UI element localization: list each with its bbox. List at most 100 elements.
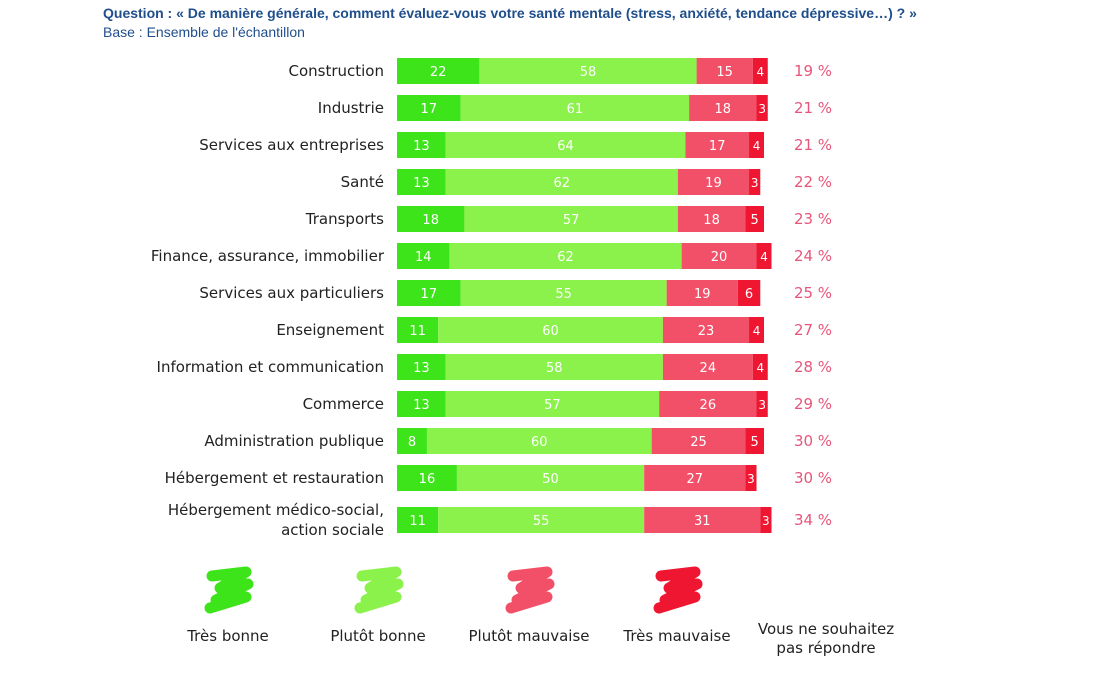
bar-value-label: 31 — [694, 514, 711, 529]
bar-segment — [756, 391, 768, 417]
legend-swatch — [204, 566, 254, 614]
bar-value-label: 15 — [716, 65, 733, 80]
bar-value-label: 4 — [756, 361, 764, 375]
bar-value-label: 17 — [421, 287, 438, 302]
bar-value-label: 16 — [419, 472, 436, 487]
bar-value-label: 3 — [758, 398, 766, 412]
base-text: Base : Ensemble de l'échantillon — [103, 24, 305, 40]
bar-value-label: 6 — [745, 287, 753, 302]
mauvaise-total-label: 30 % — [794, 432, 832, 450]
bar-segment — [397, 132, 446, 158]
category-label: Finance, assurance, immobilier — [151, 247, 385, 265]
bar-segment — [745, 206, 765, 232]
legend-label: Plutôt mauvaise — [468, 627, 589, 645]
bar-segment — [445, 169, 678, 195]
bar-value-label: 3 — [758, 102, 766, 116]
bar-segment — [681, 243, 757, 269]
legend-swatch — [354, 566, 404, 614]
bar-value-label: 24 — [700, 361, 717, 376]
bar-value-label: 14 — [415, 250, 432, 265]
legend-label: Vous ne souhaitez — [758, 620, 894, 638]
bar-value-label: 18 — [715, 102, 732, 117]
bar-value-label: 4 — [760, 250, 768, 264]
mauvaise-total-label: 22 % — [794, 173, 832, 191]
bar-segment — [689, 95, 757, 121]
bar-segment — [438, 317, 663, 343]
bar-value-label: 57 — [563, 213, 580, 228]
bar-value-label: 4 — [753, 139, 761, 153]
bar-segment — [445, 132, 686, 158]
bar-value-label: 4 — [753, 324, 761, 338]
bar-segment — [666, 280, 738, 306]
bar-segment — [445, 354, 663, 380]
bar-value-label: 5 — [751, 435, 759, 450]
bar-segment — [745, 465, 757, 491]
legend-label: Très bonne — [186, 627, 269, 645]
bar-segment — [644, 465, 746, 491]
bar-value-label: 62 — [557, 250, 574, 265]
bar-value-label: 11 — [409, 514, 426, 529]
bar-segment — [479, 58, 697, 84]
mauvaise-total-label: 30 % — [794, 469, 832, 487]
bar-segment — [445, 391, 660, 417]
category-label: Hébergement et restauration — [165, 469, 384, 487]
bar-value-label: 60 — [542, 324, 559, 339]
bar-segment — [397, 507, 439, 533]
category-label: Transports — [305, 210, 384, 228]
category-label: Industrie — [318, 99, 384, 117]
mauvaise-total-label: 24 % — [794, 247, 832, 265]
bar-segment — [449, 243, 682, 269]
mauvaise-total-label: 28 % — [794, 358, 832, 376]
bar-segment — [397, 169, 446, 195]
bar-segment — [662, 317, 750, 343]
mauvaise-total-label: 34 % — [794, 511, 832, 529]
bar-segment — [737, 280, 761, 306]
bar-value-label: 26 — [700, 398, 717, 413]
bar-segment — [644, 507, 761, 533]
category-label: Hébergement médico-social, — [168, 501, 384, 519]
bar-value-label: 8 — [408, 435, 416, 450]
question-text: Question : « De manière générale, commen… — [103, 5, 917, 21]
mauvaise-total-label: 25 % — [794, 284, 832, 302]
category-label: Information et communication — [157, 358, 384, 376]
bar-segment — [397, 243, 450, 269]
bar-value-label: 58 — [546, 361, 563, 376]
bar-value-label: 3 — [751, 176, 759, 190]
category-label: Enseignement — [276, 321, 384, 339]
bar-value-label: 55 — [533, 514, 550, 529]
legend-label: Très mauvaise — [622, 627, 730, 645]
category-label: Services aux entreprises — [199, 136, 384, 154]
category-label: action sociale — [281, 521, 384, 539]
bar-segment — [760, 507, 772, 533]
bar-segment — [397, 280, 461, 306]
bar-segment — [397, 317, 439, 343]
bar-value-label: 18 — [422, 213, 439, 228]
bar-value-label: 17 — [421, 102, 438, 117]
category-label: Santé — [341, 173, 384, 191]
bar-segment — [397, 95, 461, 121]
bar-segment — [677, 206, 746, 232]
bar-segment — [749, 169, 761, 195]
bar-value-label: 27 — [686, 472, 703, 487]
bar-value-label: 5 — [751, 213, 759, 228]
bar-segment — [756, 243, 772, 269]
bar-value-label: 18 — [703, 213, 720, 228]
mauvaise-total-label: 29 % — [794, 395, 832, 413]
legend-swatch — [505, 566, 555, 614]
legend-label: Plutôt bonne — [330, 627, 425, 645]
bar-segment — [685, 132, 750, 158]
bar-segment — [426, 428, 652, 454]
bar-value-label: 57 — [544, 398, 561, 413]
bar-segment — [749, 317, 765, 343]
bar-segment — [460, 95, 690, 121]
bar-value-label: 50 — [542, 472, 559, 487]
legend-swatch — [653, 566, 703, 614]
bar-value-label: 11 — [409, 324, 426, 339]
bar-value-label: 58 — [580, 65, 597, 80]
bar-segment — [397, 428, 427, 454]
category-label: Services aux particuliers — [199, 284, 384, 302]
category-label: Construction — [288, 62, 384, 80]
bar-segment — [745, 428, 765, 454]
bar-value-label: 13 — [413, 139, 430, 154]
